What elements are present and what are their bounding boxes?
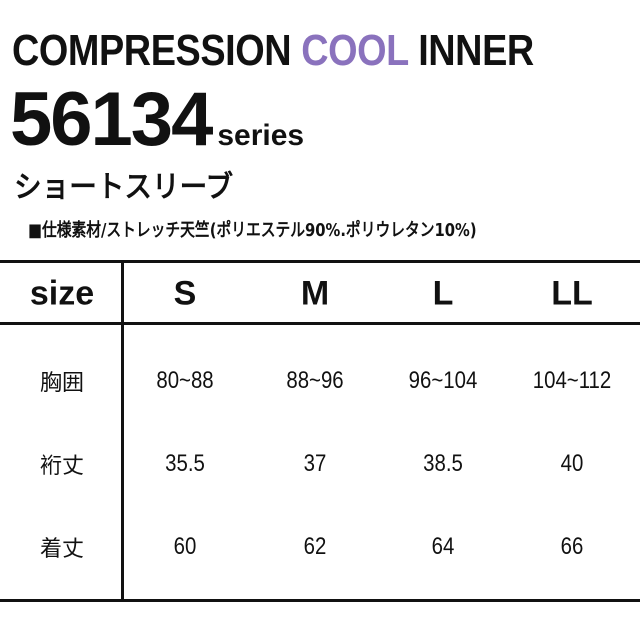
table-cell: 80~88 [156, 367, 214, 394]
table-cell: 104~112 [532, 367, 612, 394]
size-header-label: size [29, 274, 95, 313]
table-cell: 37 [303, 450, 327, 477]
subtitle: ショートスリーブ [14, 170, 234, 205]
series-heading: 56134 series [10, 76, 304, 163]
material-spec: ■仕様素材/ストレッチ天竺(ポリエステル90%.ポリウレタン10%) [28, 220, 477, 241]
title-suffix: INNER [408, 26, 534, 75]
table-cell: 66 [560, 533, 584, 560]
row-label: 着丈 [39, 537, 85, 562]
size-header-l: L [432, 274, 454, 313]
table-cell: 38.5 [423, 450, 463, 477]
series-number: 56134 [10, 77, 213, 162]
table-bottom-border [0, 599, 640, 602]
product-title: COMPRESSION COOL INNER [12, 26, 534, 76]
table-cell: 64 [431, 533, 455, 560]
row-label: 胸囲 [39, 371, 85, 396]
size-header-m: M [300, 274, 330, 313]
size-header-s: S [173, 274, 197, 313]
title-prefix: COMPRESSION [12, 26, 302, 75]
header-divider [0, 322, 640, 325]
table-cell: 88~96 [286, 367, 344, 394]
table-cell: 35.5 [165, 450, 205, 477]
table-cell: 96~104 [408, 367, 478, 394]
table-top-border [0, 260, 640, 263]
row-label: 裄丈 [39, 454, 85, 479]
table-cell: 40 [560, 450, 584, 477]
size-header-ll: LL [551, 274, 593, 313]
table-cell: 62 [303, 533, 327, 560]
series-suffix: series [217, 119, 305, 152]
label-column-divider [121, 261, 124, 602]
title-accent: COOL [301, 26, 409, 75]
table-cell: 60 [173, 533, 197, 560]
